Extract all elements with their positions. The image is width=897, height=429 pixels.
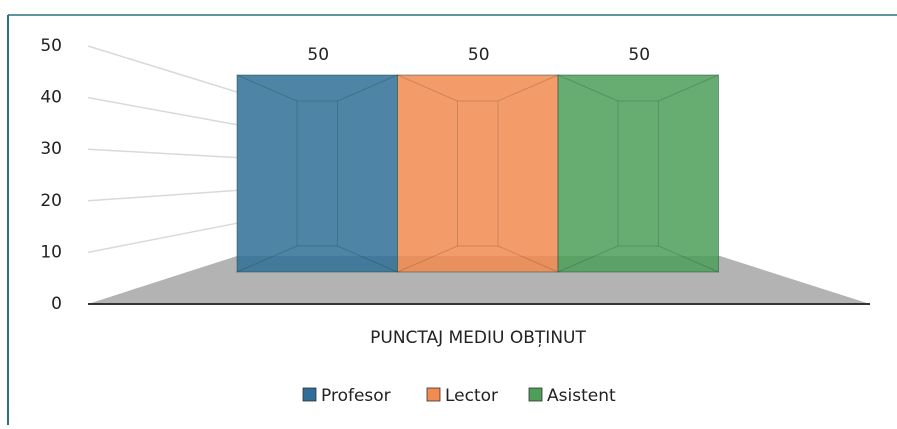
y-tick-label: 0 <box>51 294 62 314</box>
bar-edge <box>497 74 559 102</box>
legend-swatch <box>528 387 543 402</box>
grid-line <box>87 148 238 159</box>
bar-face <box>397 74 559 273</box>
legend-swatch <box>426 387 441 402</box>
y-tick-label: 50 <box>40 36 62 56</box>
grid-line <box>87 189 238 202</box>
bar-face <box>557 74 719 273</box>
data-label: 50 <box>307 45 329 65</box>
legend-label: Profesor <box>321 386 391 406</box>
bar-edge <box>658 245 719 273</box>
bar <box>397 74 559 273</box>
bar-edge <box>236 74 298 102</box>
bar-edge <box>337 74 398 102</box>
bar-edge <box>658 74 719 102</box>
bar <box>557 74 719 273</box>
y-tick-label: 10 <box>40 242 62 262</box>
bar-inner <box>457 100 499 247</box>
y-tick-label: 40 <box>40 88 62 108</box>
bar <box>236 74 398 273</box>
bar-edge <box>337 245 398 273</box>
bar-inner <box>296 100 338 247</box>
legend-label: Lector <box>445 386 498 406</box>
bar-edge <box>557 245 619 273</box>
y-tick-label: 20 <box>40 191 62 211</box>
grid-line <box>87 45 238 93</box>
bar-face <box>236 74 398 273</box>
legend-swatch <box>302 387 317 402</box>
grid-line <box>87 222 238 254</box>
y-tick-label: 30 <box>40 139 62 159</box>
data-label: 50 <box>628 45 650 65</box>
bar-edge <box>236 245 298 273</box>
bar-inner <box>617 100 659 247</box>
bar-edge <box>397 245 458 273</box>
legend-label: Asistent <box>547 386 616 406</box>
bar-edge <box>557 74 619 102</box>
grid-line <box>87 96 238 126</box>
bar-edge <box>397 74 458 102</box>
bar-edge <box>497 245 559 273</box>
data-label: 50 <box>468 45 490 65</box>
x-tick-label: PUNCTAJ MEDIU OBȚINUT <box>370 328 586 348</box>
